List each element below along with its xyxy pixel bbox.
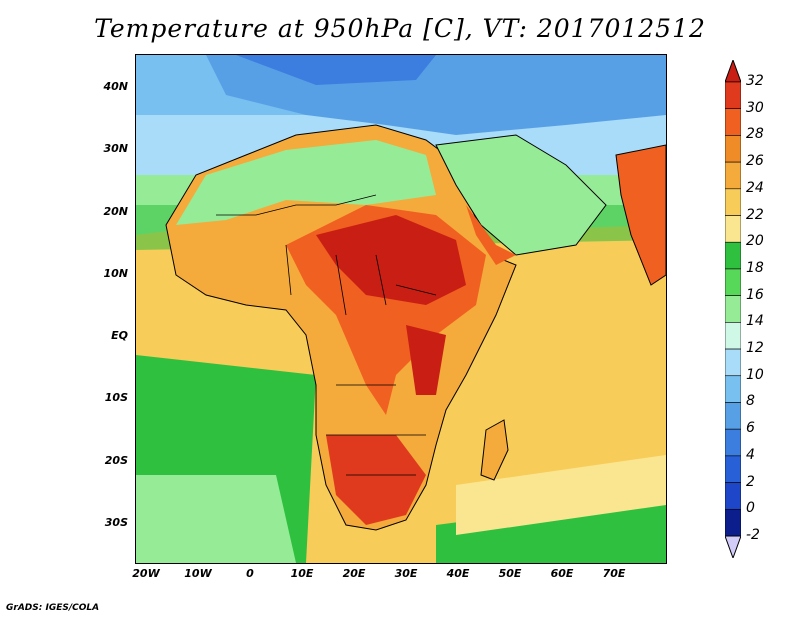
colorbar-bottom-arrow bbox=[724, 535, 742, 560]
colorbar-tick-label: 14 bbox=[746, 313, 764, 330]
colorbar-swatch bbox=[724, 188, 742, 216]
colorbar-swatch bbox=[724, 108, 742, 136]
lat-label: 30S bbox=[104, 516, 128, 529]
credit-text: GrADS: IGES/COLA bbox=[6, 603, 100, 613]
colorbar-tick-label: 0 bbox=[746, 500, 755, 517]
colorbar-swatch bbox=[724, 322, 742, 350]
europe-colder bbox=[236, 55, 436, 85]
colorbar-swatch bbox=[724, 295, 742, 323]
colorbar-tick-label: 12 bbox=[746, 340, 764, 357]
lon-label: 40E bbox=[446, 567, 470, 580]
chart-title: Temperature at 950hPa [C], VT: 201701251… bbox=[94, 14, 706, 43]
south-indian-light bbox=[456, 455, 666, 535]
colorbar-tick-label: 28 bbox=[746, 126, 764, 143]
sahara-north bbox=[176, 140, 436, 225]
lon-label: 60E bbox=[550, 567, 574, 580]
lon-label: 50E bbox=[498, 567, 522, 580]
colorbar-swatch bbox=[724, 375, 742, 403]
lat-label: 30N bbox=[103, 142, 128, 155]
temperature-map bbox=[135, 54, 667, 564]
colorbar-tick-label: 22 bbox=[746, 206, 764, 223]
lon-label: 70E bbox=[602, 567, 626, 580]
lon-label: 10E bbox=[290, 567, 314, 580]
colorbar-swatch bbox=[724, 428, 742, 457]
lon-label: 10W bbox=[184, 567, 212, 580]
arabian-peninsula bbox=[435, 134, 607, 256]
colorbar-swatch bbox=[724, 402, 742, 430]
colorbar-tick-label: 10 bbox=[746, 366, 764, 383]
colorbar-tick-label: 6 bbox=[746, 420, 755, 437]
lat-label: EQ bbox=[111, 329, 128, 342]
colorbar-swatch bbox=[724, 161, 742, 190]
lat-label: 20N bbox=[103, 205, 128, 218]
colorbar-swatch bbox=[724, 482, 742, 510]
lon-label: 20W bbox=[132, 567, 160, 580]
colorbar-tick-label: 26 bbox=[746, 153, 764, 170]
colorbar-tick-label: 8 bbox=[746, 393, 755, 410]
lon-label: 0 bbox=[246, 567, 254, 580]
madagascar bbox=[480, 419, 509, 481]
lon-label: 20E bbox=[342, 567, 366, 580]
colorbar-tick-label: 20 bbox=[746, 233, 764, 250]
colorbar-swatch bbox=[724, 215, 742, 243]
colorbar-tick-label: 18 bbox=[746, 259, 764, 276]
lat-label: 40N bbox=[103, 80, 128, 93]
colorbar-swatch bbox=[724, 348, 742, 377]
country-borders bbox=[216, 194, 437, 476]
colorbar-top-arrow bbox=[724, 58, 742, 83]
colorbar-tick-label: 30 bbox=[746, 99, 764, 116]
colorbar-tick-label: -2 bbox=[746, 527, 760, 543]
southern-africa-hot bbox=[326, 435, 426, 525]
colorbar-tick-label: 2 bbox=[746, 473, 755, 490]
colorbar-swatch bbox=[724, 508, 742, 537]
sudan-hottest bbox=[316, 215, 466, 305]
colorbar-svg bbox=[724, 58, 742, 560]
colorbar-swatch bbox=[724, 81, 742, 110]
colorbar-swatch bbox=[724, 241, 742, 270]
colorbar-swatch bbox=[724, 135, 742, 163]
lat-label: 20S bbox=[104, 454, 128, 467]
colorbar-tick-label: 32 bbox=[746, 73, 764, 89]
colorbar-tick-label: 24 bbox=[746, 179, 764, 196]
map-canvas bbox=[136, 55, 666, 563]
red-sea-coast-hot bbox=[466, 205, 516, 265]
india bbox=[615, 144, 666, 286]
south-atlantic-cool bbox=[136, 475, 296, 563]
colorbar-swatch bbox=[724, 268, 742, 296]
colorbar bbox=[724, 58, 742, 560]
lat-label: 10N bbox=[103, 267, 128, 280]
east-africa-hottest bbox=[406, 325, 446, 395]
colorbar-tick-label: 16 bbox=[746, 286, 764, 303]
lon-label: 30E bbox=[394, 567, 418, 580]
colorbar-tick-label: 4 bbox=[746, 446, 755, 463]
lat-label: 10S bbox=[104, 391, 128, 404]
colorbar-swatch bbox=[724, 455, 742, 483]
